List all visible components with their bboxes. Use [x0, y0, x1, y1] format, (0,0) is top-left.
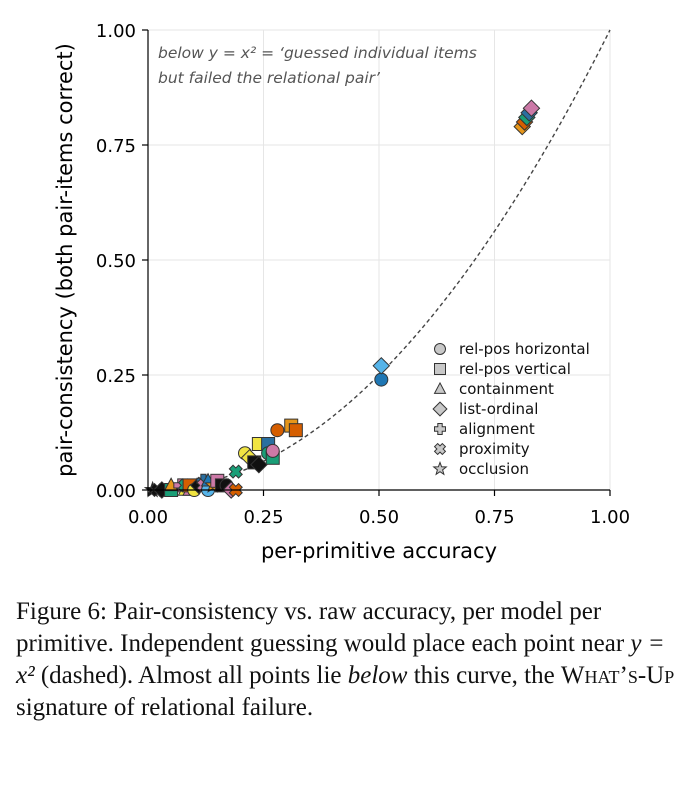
figure-caption: Figure 6: Pair-consistency vs. raw accur…	[16, 596, 678, 724]
caption-emphasis: below	[347, 662, 408, 689]
y-tick-label: 1.00	[96, 21, 136, 42]
caption-text-1: Pair-consistency vs. raw accuracy, per m…	[16, 598, 631, 657]
annotation-line-1: below y = x² = ‘guessed individual items	[158, 44, 477, 62]
legend-marker-star	[432, 460, 448, 476]
y-tick-label: 0.25	[96, 366, 136, 387]
legend-label: list-ordinal	[459, 400, 538, 418]
x-tick-label: 0.50	[359, 507, 399, 528]
data-point-circle	[374, 372, 389, 387]
x-tick-label: 0.75	[474, 507, 514, 528]
legend-label: occlusion	[459, 460, 529, 478]
legend-marker-diamond	[432, 401, 448, 417]
legend-marker-x-shape	[433, 442, 447, 456]
legend-label: rel-pos horizontal	[459, 340, 590, 358]
caption-text-2: (dashed). Almost all points lie	[34, 662, 348, 689]
x-tick-label: 0.00	[128, 507, 168, 528]
legend-label: alignment	[459, 420, 535, 438]
caption-label: Figure 6:	[16, 598, 107, 625]
legend-marker-plus	[434, 423, 446, 435]
data-point-circle	[270, 423, 285, 438]
y-axis-label: pair-consistency (both pair-items correc…	[53, 43, 77, 477]
y-tick-label: 0.75	[96, 136, 136, 157]
x-ticks: 0.00 0.25 0.50 0.75 1.00	[128, 490, 630, 528]
data-point-x	[228, 464, 243, 479]
legend-marker-circle	[434, 343, 446, 355]
scatter-chart: 0.00 0.25 0.50 0.75 1.00 0.00 0.25 0.50 0.75 1.0…	[53, 21, 630, 563]
caption-text-4: signature of relational failure.	[16, 694, 314, 721]
caption-text-3: this curve, the	[407, 662, 561, 689]
x-tick-label: 0.25	[243, 507, 283, 528]
y-ticks: 0.00 0.25 0.50 0.75 1.00	[96, 21, 148, 502]
y-tick-label: 0.50	[96, 251, 136, 272]
legend: rel-pos horizontal rel-pos vertical contai…	[432, 340, 590, 478]
caption-math: y = x²	[16, 630, 665, 689]
legend-marker-triangle	[433, 381, 447, 394]
annotation-line-2: but failed the relational pair’	[158, 69, 381, 87]
reference-curve-y-equals-x-squared	[147, 29, 611, 491]
legend-label: rel-pos vertical	[459, 360, 571, 378]
grid-lines	[147, 29, 611, 491]
legend-label: containment	[459, 380, 554, 398]
data-point-diamond	[372, 356, 391, 375]
data-point-circle	[265, 443, 280, 458]
data-point-square	[288, 423, 303, 438]
caption-smallcaps: What’s-Up	[560, 662, 675, 689]
x-tick-label: 1.00	[590, 507, 630, 528]
data-point-diamond	[522, 99, 541, 118]
legend-marker-square	[434, 363, 446, 375]
legend-marker-x	[433, 442, 447, 456]
y-tick-label: 0.00	[96, 481, 136, 502]
data-point-x-shape	[228, 464, 243, 479]
x-axis-label: per-primitive accuracy	[261, 539, 497, 563]
data-point-diamond	[250, 455, 268, 474]
legend-label: proximity	[459, 440, 530, 458]
